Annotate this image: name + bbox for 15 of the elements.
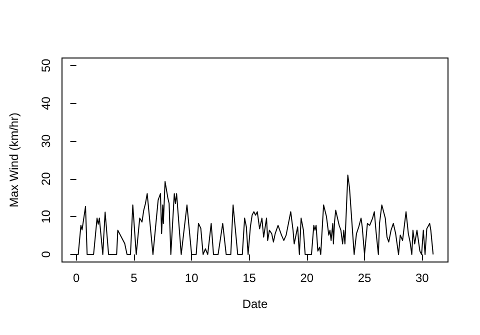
x-tick-label: 30 [415, 271, 430, 285]
y-tick-label: 50 [39, 58, 53, 72]
x-tick-label: 15 [242, 271, 256, 285]
x-tick-label: 10 [184, 271, 199, 285]
x-axis-title: Date [242, 297, 268, 311]
x-tick-label: 20 [300, 271, 314, 285]
x-tick-label: 25 [358, 271, 372, 285]
y-tick-label: 30 [39, 134, 53, 148]
y-tick-label: 20 [39, 172, 53, 186]
y-axis-title: Max Wind (km/hr) [7, 112, 21, 208]
x-tick-label: 0 [72, 271, 80, 285]
y-tick-label: 0 [39, 250, 53, 258]
y-tick-label: 40 [39, 96, 53, 110]
y-tick-label: 10 [39, 210, 53, 224]
x-tick-label: 5 [130, 271, 138, 285]
